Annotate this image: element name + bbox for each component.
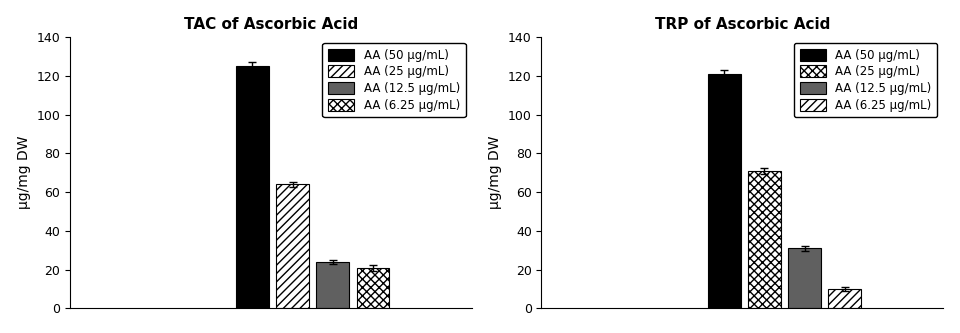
Bar xyxy=(236,66,269,308)
Y-axis label: μg/mg DW: μg/mg DW xyxy=(489,136,502,209)
Bar xyxy=(356,268,390,308)
Bar xyxy=(317,262,349,308)
Bar xyxy=(828,289,861,308)
Y-axis label: μg/mg DW: μg/mg DW xyxy=(16,136,31,209)
Title: TRP of Ascorbic Acid: TRP of Ascorbic Acid xyxy=(655,17,830,32)
Legend: AA (50 μg/mL), AA (25 μg/mL), AA (12.5 μg/mL), AA (6.25 μg/mL): AA (50 μg/mL), AA (25 μg/mL), AA (12.5 μ… xyxy=(323,43,466,118)
Legend: AA (50 μg/mL), AA (25 μg/mL), AA (12.5 μg/mL), AA (6.25 μg/mL): AA (50 μg/mL), AA (25 μg/mL), AA (12.5 μ… xyxy=(794,43,937,118)
Bar xyxy=(748,171,780,308)
Bar xyxy=(788,248,821,308)
Title: TAC of Ascorbic Acid: TAC of Ascorbic Acid xyxy=(183,17,358,32)
Bar xyxy=(708,74,740,308)
Bar xyxy=(276,184,309,308)
